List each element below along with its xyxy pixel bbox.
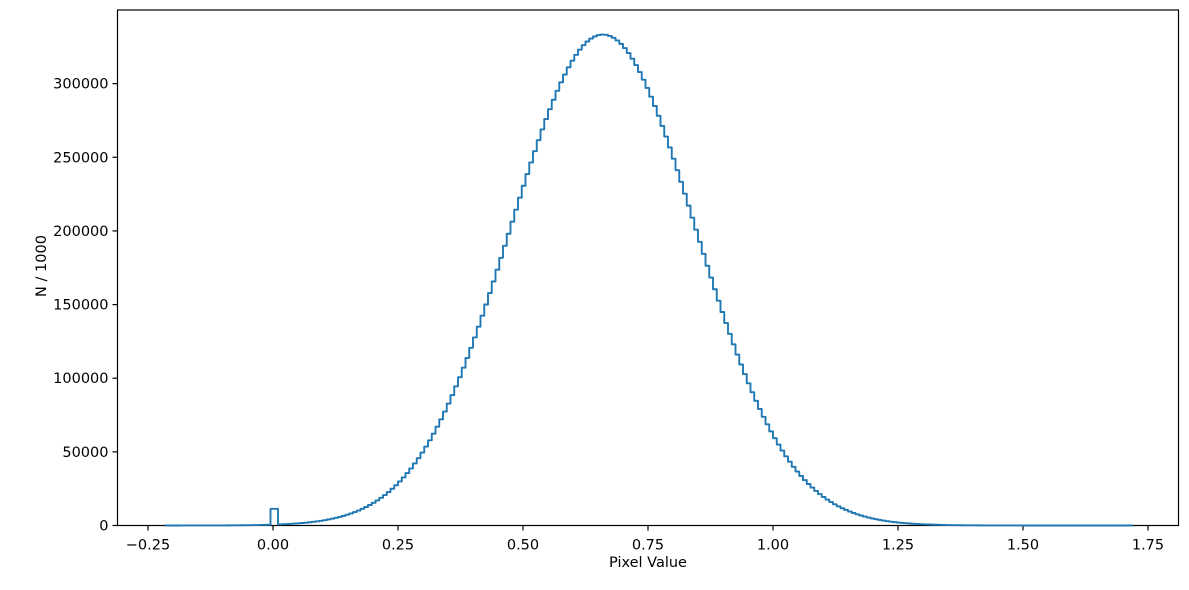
y-axis-label: N / 1000 xyxy=(34,235,50,297)
x-tick-label: 1.50 xyxy=(1007,538,1039,554)
x-tick-label: 0.75 xyxy=(632,538,664,554)
y-tick-label: 50000 xyxy=(62,445,108,461)
x-tick-label: 0.00 xyxy=(257,538,289,554)
x-axis: −0.25 0.00 0.25 0.50 0.75 1.00 1.25 1.50 1.75 xyxy=(126,525,1164,554)
y-tick-label: 150000 xyxy=(53,298,108,314)
x-tick-label: 1.25 xyxy=(882,538,914,554)
y-tick-label: 250000 xyxy=(53,150,108,166)
histogram-step-line xyxy=(164,33,1133,527)
x-tick-label: 1.75 xyxy=(1132,538,1164,554)
x-tick-label: 1.00 xyxy=(757,538,789,554)
x-tick-label: −0.25 xyxy=(126,538,170,554)
x-tick-label: 0.25 xyxy=(382,538,414,554)
y-tick-label: 0 xyxy=(99,519,108,535)
y-tick-label: 200000 xyxy=(53,224,108,240)
y-axis: 0 50000 100000 150000 200000 250000 300000 xyxy=(53,77,118,535)
y-tick-label: 300000 xyxy=(53,77,108,93)
x-tick-label: 0.50 xyxy=(507,538,539,554)
x-axis-label: Pixel Value xyxy=(609,555,687,571)
y-tick-label: 100000 xyxy=(53,371,108,387)
